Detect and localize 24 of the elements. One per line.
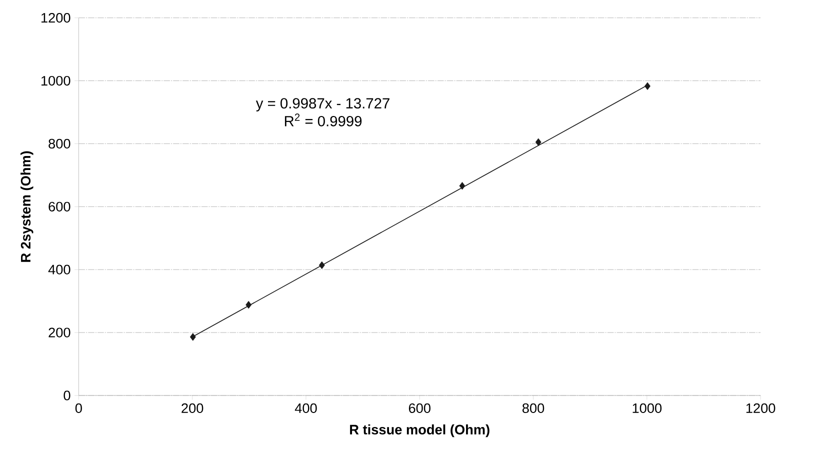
- annotation: y = 0.9987x - 13.727: [256, 98, 390, 112]
- x-tick-label: 0: [75, 404, 82, 414]
- x-tick-label: 1000: [632, 404, 662, 414]
- x-tick-label: 200: [182, 404, 204, 414]
- point: [318, 262, 325, 270]
- point: [535, 138, 542, 146]
- point: [190, 333, 196, 342]
- x-tick-label: 600: [408, 404, 430, 414]
- y-tick-label: 1000: [41, 76, 70, 86]
- y-axis-title: R 2system (Ohm): [20, 152, 34, 262]
- x-tick-label: 400: [294, 404, 317, 414]
- y-tick-label: 1200: [41, 13, 70, 23]
- x-tick-label: 800: [522, 404, 544, 414]
- point: [644, 82, 650, 90]
- point: [459, 182, 466, 190]
- y-tick-label: 800: [48, 139, 70, 149]
- y-tick-label: 600: [48, 202, 70, 212]
- y-tick-label: 200: [48, 328, 70, 338]
- y-tick-label: 0: [64, 390, 70, 401]
- y-tick-label: 400: [48, 264, 70, 275]
- x-axis-title: R tissue model (Ohm): [350, 424, 490, 438]
- x-tick-label: 1200: [746, 404, 776, 414]
- point: [246, 301, 252, 309]
- annotation: R$^{2}$ = 0.9999: [284, 114, 362, 127]
